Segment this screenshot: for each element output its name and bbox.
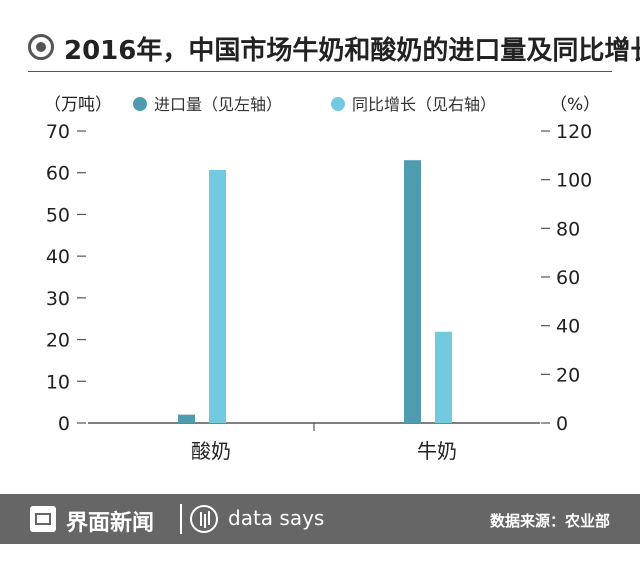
y-right-tick-label: 0 — [556, 413, 568, 435]
legend-label: 同比增长（见右轴） — [352, 95, 496, 114]
y-left-tick-label: 40 — [46, 246, 70, 268]
bar — [435, 331, 452, 423]
data-source: 数据来源：农业部 — [489, 512, 610, 530]
jiemian-logo-icon — [30, 506, 56, 532]
y-left-unit: （万吨） — [44, 95, 112, 115]
y-left-tick-label: 70 — [46, 121, 70, 143]
x-category-label: 酸奶 — [191, 439, 231, 463]
y-right-tick-label: 80 — [556, 218, 580, 240]
y-left-tick-label: 20 — [46, 330, 70, 352]
brand-name: 界面新闻 — [66, 511, 155, 536]
title-underline — [28, 71, 612, 72]
chart-header: 2016年，中国市场牛奶和酸奶的进口量及同比增长 — [0, 0, 640, 80]
y-left-tick-label: 30 — [46, 288, 70, 310]
legend-label: 进口量（见左轴） — [154, 95, 282, 114]
footer-bar: 界面新闻 data says 数据来源：农业部 — [0, 494, 640, 544]
chart-title: 2016年，中国市场牛奶和酸奶的进口量及同比增长 — [64, 36, 640, 66]
y-right-tick-label: 20 — [556, 364, 580, 386]
data-says-icon — [190, 505, 218, 533]
y-right-unit: （%） — [550, 95, 600, 115]
bar — [209, 169, 226, 423]
x-category-label: 牛奶 — [417, 439, 457, 463]
legend-swatch — [133, 97, 147, 111]
y-left-tick-label: 60 — [46, 163, 70, 185]
y-right-tick-label: 100 — [556, 170, 592, 192]
y-right-tick-label: 40 — [556, 316, 580, 338]
y-left-tick-label: 10 — [46, 371, 70, 393]
y-right-tick-label: 60 — [556, 267, 580, 289]
bar — [404, 160, 421, 423]
y-left-tick-label: 0 — [58, 413, 70, 435]
y-left-tick-label: 50 — [46, 204, 70, 226]
legend-swatch — [331, 97, 345, 111]
footer-divider — [180, 504, 182, 534]
target-circle-icon — [28, 34, 54, 60]
bar — [178, 414, 195, 423]
data-says-label: data says — [228, 506, 325, 530]
bar-chart: （万吨） （%） 进口量（见左轴） 同比增长（见右轴） 0 10 20 30 40 50 60 70 0… — [44, 95, 600, 463]
y-right-tick-label: 120 — [556, 121, 592, 143]
